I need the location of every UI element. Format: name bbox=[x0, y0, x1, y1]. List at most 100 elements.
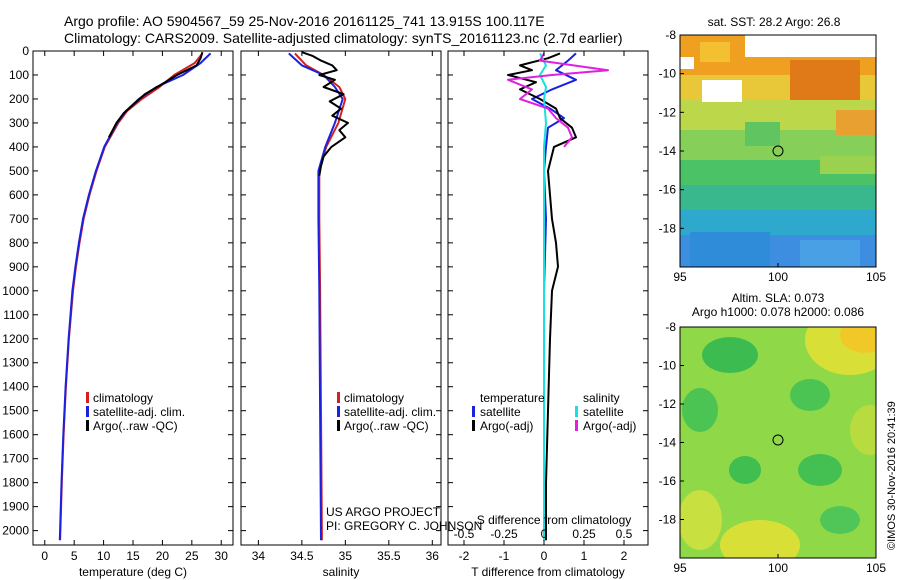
salinity-xtick-label: 34.5 bbox=[290, 549, 314, 563]
sst-warm-patch-1 bbox=[700, 42, 730, 62]
depth-tick-label: 1300 bbox=[2, 356, 29, 370]
sst-band-6 bbox=[680, 210, 876, 235]
temperature-legend: climatology satellite-adj. clim. Argo(..… bbox=[86, 391, 185, 433]
depth-tick-label: 1200 bbox=[2, 332, 29, 346]
sst-cool-patch-0 bbox=[690, 232, 770, 267]
depth-tick-label: 1800 bbox=[2, 476, 29, 490]
legend-title-salinity: salinity bbox=[583, 391, 620, 405]
sst-cloud-gap-1 bbox=[680, 57, 694, 69]
salinity-series-argo-raw-qc- bbox=[301, 51, 349, 176]
difference-stick-label: -0.5 bbox=[454, 527, 475, 541]
depth-tick-label: 600 bbox=[9, 188, 29, 202]
sla-map-title-2: Argo h1000: 0.078 h2000: 0.086 bbox=[692, 305, 864, 319]
salinity-xtick-label: 35.5 bbox=[377, 549, 401, 563]
sla-low-1 bbox=[790, 379, 830, 411]
legend-label-climatology: climatology bbox=[93, 391, 153, 405]
difference-xtick-label: -2 bbox=[459, 549, 470, 563]
legend-swatch-argo bbox=[337, 420, 340, 431]
legend-label-satellite: satellite-adj. clim. bbox=[93, 405, 185, 419]
sla-low-3 bbox=[729, 456, 761, 484]
depth-tick-label: 1500 bbox=[2, 404, 29, 418]
map-ytick-label: -10 bbox=[659, 67, 677, 81]
sst-argo-location-marker bbox=[772, 145, 784, 157]
sla-high-e bbox=[850, 405, 876, 455]
difference-legend-temperature: temperature satellite Argo(-adj) bbox=[472, 391, 545, 433]
map-ytick-label: -8 bbox=[665, 320, 676, 334]
salinity-xtick-label: 34 bbox=[252, 549, 266, 563]
map-xtick-label: 100 bbox=[768, 561, 788, 575]
difference-axes bbox=[447, 50, 649, 546]
map-ytick-label: -12 bbox=[659, 397, 677, 411]
temperature-xtick-label: 25 bbox=[185, 549, 199, 563]
depth-tick-label: 300 bbox=[9, 116, 29, 130]
sla-low-5 bbox=[820, 506, 860, 534]
sst-map-heatmap bbox=[680, 35, 876, 267]
difference-xlabel-top: S difference from climatology bbox=[477, 513, 632, 527]
map-ytick-label: -12 bbox=[659, 105, 677, 119]
depth-axis: 0 100 200 300 400 500 600 700 800 900 1000 1100 1200… bbox=[2, 44, 648, 538]
difference-series-temperature-argo-adj- bbox=[507, 52, 577, 541]
map-ytick-label: -14 bbox=[659, 144, 677, 158]
sla-high-sw bbox=[680, 490, 722, 550]
depth-tick-label: 1400 bbox=[2, 380, 29, 394]
map-xtick-label: 105 bbox=[866, 270, 886, 284]
depth-tick-label: 1700 bbox=[2, 452, 29, 466]
depth-tick-label: 1900 bbox=[2, 500, 29, 514]
legend-label-temp-argo: Argo(-adj) bbox=[480, 419, 533, 433]
depth-tick-label: 500 bbox=[9, 164, 29, 178]
map-xtick-label: 95 bbox=[673, 270, 687, 284]
salinity-series-satellite-adj-clim- bbox=[288, 52, 344, 541]
temperature-series-satellite-adj-clim- bbox=[58, 52, 212, 541]
legend-label-climatology: climatology bbox=[344, 391, 404, 405]
depth-tick-label: 400 bbox=[9, 140, 29, 154]
sla-map-axes: 95 100 105 -8 -10 -12 -14 -16 -18 bbox=[659, 320, 887, 575]
salinity-xtick-label: 36 bbox=[426, 549, 440, 563]
sla-map-heatmap bbox=[680, 327, 876, 558]
difference-stick-label: 0 bbox=[541, 527, 548, 541]
sst-warm-patch-2 bbox=[836, 110, 876, 135]
legend-swatch-temp-satellite bbox=[472, 406, 475, 417]
sla-low-0 bbox=[702, 337, 758, 373]
legend-swatch-sal-satellite bbox=[575, 406, 578, 417]
temperature-xtick-label: 15 bbox=[126, 549, 140, 563]
legend-swatch-temp-argo bbox=[472, 420, 475, 431]
sla-low-4 bbox=[798, 454, 842, 486]
difference-series-salinity-satellite bbox=[539, 52, 547, 541]
legend-swatch-satellite bbox=[86, 406, 89, 417]
legend-swatch-climatology bbox=[86, 392, 89, 403]
sst-map-title: sat. SST: 28.2 Argo: 26.8 bbox=[708, 15, 841, 29]
map-ytick-label: -16 bbox=[659, 183, 677, 197]
difference-xtick-label: 0 bbox=[541, 549, 548, 563]
temperature-xtick-label: 20 bbox=[156, 549, 170, 563]
legend-swatch-satellite bbox=[337, 406, 340, 417]
legend-label-sal-satellite: satellite bbox=[583, 405, 624, 419]
legend-label-sal-argo: Argo(-adj) bbox=[583, 419, 636, 433]
temperature-xtick-label: 30 bbox=[215, 549, 229, 563]
sst-cloud-gap-2 bbox=[702, 80, 742, 102]
legend-swatch-argo bbox=[86, 420, 89, 431]
difference-legend-salinity: salinity satellite Argo(-adj) bbox=[575, 391, 636, 433]
difference-xtick-label: 1 bbox=[581, 549, 588, 563]
sst-warm-patch-0 bbox=[790, 60, 860, 100]
salinity-axes bbox=[240, 50, 442, 546]
map-ytick-label: -16 bbox=[659, 474, 677, 488]
salinity-xtick-label: 35 bbox=[339, 549, 353, 563]
sst-cool-patch-1 bbox=[800, 240, 860, 267]
sla-high-ne-core bbox=[840, 327, 876, 353]
difference-stick-label: -0.25 bbox=[490, 527, 518, 541]
temperature-xtick-label: 0 bbox=[41, 549, 48, 563]
sla-low-2 bbox=[682, 388, 718, 432]
depth-tick-label: 1100 bbox=[3, 308, 29, 322]
difference-xlabel-bottom: T difference from climatology bbox=[471, 565, 625, 579]
legend-title-temperature: temperature bbox=[480, 391, 545, 405]
sla-map-title-1: Altim. SLA: 0.073 bbox=[732, 291, 825, 305]
salinity-xlabel: salinity bbox=[323, 565, 360, 579]
temperature-series-argo-raw-qc- bbox=[108, 51, 204, 138]
legend-swatch-sal-argo bbox=[575, 420, 578, 431]
difference-xtick-label: 2 bbox=[621, 549, 628, 563]
sst-green-patch-0 bbox=[745, 122, 780, 146]
depth-tick-label: 1600 bbox=[2, 428, 29, 442]
legend-label-argo: Argo(..raw -QC) bbox=[344, 419, 429, 433]
depth-tick-label: 0 bbox=[22, 44, 29, 58]
